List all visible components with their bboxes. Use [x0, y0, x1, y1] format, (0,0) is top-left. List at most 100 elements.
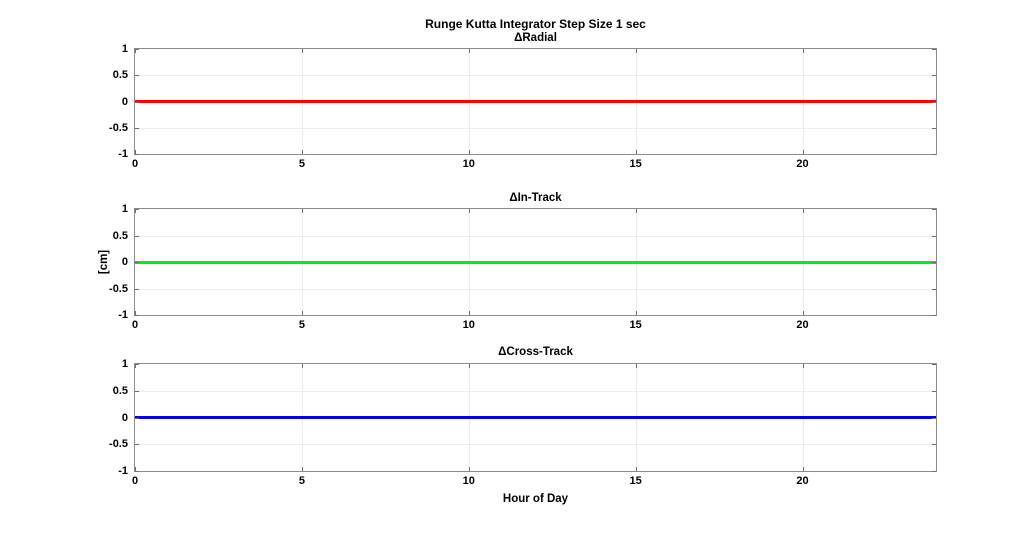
x-tick-label: 10	[462, 319, 475, 331]
x-axis-label: Hour of Day	[502, 493, 569, 505]
y-tick-label: 0	[121, 256, 128, 268]
x-tick-label: 5	[298, 158, 305, 170]
data-line	[135, 260, 936, 264]
y-tick-label: 0.5	[112, 229, 128, 242]
x-tick-label: 15	[629, 475, 642, 487]
y-tick-label: 0	[121, 95, 128, 108]
tick-mark	[932, 49, 936, 50]
tick-mark	[135, 209, 139, 210]
data-line	[135, 100, 936, 103]
tick-mark	[135, 262, 139, 263]
grid-line-horizontal	[135, 75, 936, 77]
y-tick-label: -0.5	[109, 121, 128, 134]
x-tick-label: 15	[629, 319, 642, 331]
tick-mark	[135, 311, 136, 315]
tick-mark	[635, 150, 637, 154]
tick-mark	[932, 262, 936, 263]
tick-mark	[468, 209, 470, 213]
y-tick-label: -1	[118, 309, 128, 321]
x-tick-label: 20	[796, 475, 809, 487]
tick-mark	[135, 417, 139, 419]
x-tick-label: 10	[462, 158, 475, 170]
tick-mark	[135, 75, 139, 77]
tick-mark	[468, 150, 470, 154]
tick-mark	[135, 390, 139, 392]
tick-mark	[932, 154, 936, 155]
grid-line-horizontal	[135, 444, 936, 446]
tick-mark	[635, 49, 637, 53]
x-tick-label: 0	[131, 475, 139, 487]
tick-mark	[932, 75, 936, 77]
x-tick-label: 0	[131, 158, 139, 170]
tick-mark	[301, 364, 303, 368]
y-tick-label: -0.5	[109, 438, 128, 451]
y-tick-label: -0.5	[109, 282, 128, 295]
grid-line-horizontal	[135, 288, 936, 290]
tick-mark	[932, 235, 936, 237]
tick-mark	[932, 288, 936, 290]
y-tick-label: -1	[118, 148, 128, 160]
subplot-title-radial: ΔRadial	[514, 32, 557, 44]
tick-mark	[932, 444, 936, 446]
tick-mark	[802, 364, 804, 368]
subplot-title-intrack: ΔIn-Track	[509, 192, 562, 204]
tick-mark	[635, 311, 637, 315]
tick-mark	[932, 315, 936, 316]
y-tick-label: 1	[121, 43, 128, 55]
y-tick-label: -1	[118, 465, 128, 477]
y-tick-label: 0.5	[112, 69, 128, 82]
grid-line-horizontal	[135, 235, 936, 237]
tick-mark	[301, 311, 303, 315]
tick-mark	[135, 467, 136, 471]
tick-mark	[135, 209, 136, 213]
plot-area-intrack: 0 5 10 15 20 -1 -0.5 0 0.5 1	[109, 203, 937, 331]
tick-mark	[301, 49, 303, 53]
tick-mark	[802, 467, 804, 471]
tick-mark	[635, 209, 637, 213]
tick-mark	[468, 364, 470, 368]
tick-mark	[468, 467, 470, 471]
tick-mark	[932, 127, 936, 129]
tick-mark	[802, 209, 804, 213]
tick-mark	[468, 49, 470, 53]
x-tick-label: 20	[796, 319, 809, 331]
tick-mark	[135, 235, 139, 237]
y-tick-label: 1	[121, 203, 128, 215]
plot-area-radial: 0 5 10 15 20 -1 -0.5 0 0.5 1	[109, 43, 937, 170]
tick-mark	[301, 150, 303, 154]
x-tick-label: 15	[629, 158, 642, 170]
tick-mark	[135, 127, 139, 129]
subplot-title-crosstrack: ΔCross-Track	[498, 346, 573, 358]
x-tick-label: 20	[796, 158, 809, 170]
tick-mark	[135, 364, 136, 368]
figure-title: Runge Kutta Integrator Step Size 1 sec	[425, 17, 646, 31]
x-tick-label: 5	[298, 319, 305, 331]
tick-mark	[135, 444, 139, 446]
tick-mark	[135, 154, 139, 155]
tick-mark	[635, 467, 637, 471]
grid-line-horizontal	[135, 127, 936, 129]
tick-mark	[135, 150, 136, 154]
x-tick-label: 10	[462, 475, 475, 487]
tick-mark	[135, 49, 139, 50]
x-tick-label: 0	[131, 319, 139, 331]
y-tick-label: 1	[121, 358, 128, 370]
y-axis-label: [cm]	[98, 249, 110, 275]
tick-mark	[301, 209, 303, 213]
tick-mark	[468, 311, 470, 315]
tick-mark	[301, 467, 303, 471]
tick-mark	[932, 364, 936, 365]
tick-mark	[932, 390, 936, 392]
tick-mark	[932, 471, 936, 472]
tick-mark	[135, 288, 139, 290]
tick-mark	[802, 49, 804, 53]
plot-area-crosstrack: 0 5 10 15 20 -1 -0.5 0 0.5 1	[109, 358, 937, 487]
tick-mark	[932, 417, 936, 419]
tick-mark	[932, 101, 936, 103]
tick-mark	[802, 150, 804, 154]
tick-mark	[135, 471, 139, 472]
x-tick-label: 5	[298, 475, 305, 487]
y-tick-label: 0.5	[112, 384, 128, 397]
tick-mark	[135, 364, 139, 365]
